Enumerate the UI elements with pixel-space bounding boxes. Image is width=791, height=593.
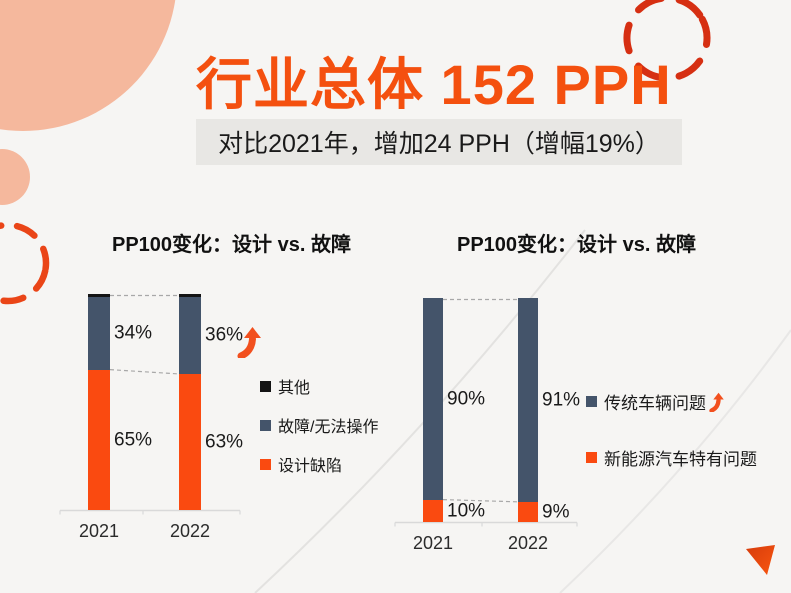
category-label: 2021 [78,521,120,541]
corner-triangle-decoration [746,545,775,575]
page-subtitle: 对比2021年，增加24 PPH（增幅19%） [196,119,682,165]
segment-label: 91% [542,389,581,411]
segment-label: 9% [542,501,570,523]
up-arrow-icon [709,392,724,412]
chart-right-plot: 90% 10% 2021 91% 9% 2022 [394,298,581,553]
segment-label: 36% [205,324,244,346]
bar-segment [88,296,110,370]
bar-segment [179,296,201,375]
page-title: 行业总体 152 PPH [196,53,672,116]
legend-item-traditional: 传统车辆问题 [586,389,757,414]
legend-swatch-other [260,380,271,392]
legend-swatch-traditional [586,396,597,407]
segment-label: 10% [447,500,486,522]
legend-swatch-nev [586,452,597,463]
chart-left-plot: 34% 65% 2021 36% 63% 2022 [59,294,243,541]
dashed-circle-decoration-left [0,221,50,305]
segment-label: 63% [205,431,244,453]
category-label: 2022 [169,521,211,541]
plot-lines [59,294,241,515]
chart-right-title: PP100变化：设计 vs. 故障 [457,234,696,256]
legend-label: 其他 [278,380,311,397]
bar-segment [179,294,201,297]
legend-label: 传统车辆问题 [604,394,706,413]
peach-circle-decoration-large [0,0,177,131]
legend-item-nev: 新能源汽车特有问题 [586,445,757,470]
bar-segment [423,298,443,500]
legend-item-design: 设计缺陷 [260,452,378,476]
legend-label: 新能源汽车特有问题 [604,450,757,469]
peach-circle-decoration-small [0,149,30,205]
chart-left-title: PP100变化：设计 vs. 故障 [112,234,351,256]
category-label: 2021 [412,533,454,553]
legend-label: 设计缺陷 [278,458,343,475]
segment-label: 65% [114,429,153,451]
legend-swatch-design [260,458,271,470]
category-label: 2022 [507,533,549,553]
chart-left-legend: 其他 故障/无法操作 设计缺陷 [260,374,378,491]
bar-segment [88,369,110,511]
legend-label: 故障/无法操作 [278,419,379,436]
legend-item-breakdown: 故障/无法操作 [260,413,378,437]
bar-segment [518,501,538,522]
legend-item-other: 其他 [260,374,378,398]
legend-swatch-breakdown [260,419,271,431]
bar-segment [423,499,443,522]
segment-label: 34% [114,322,153,344]
bar-segment [88,294,110,297]
chart-right-legend: 传统车辆问题 新能源汽车特有问题 [586,389,757,501]
plot-lines [394,298,578,527]
bar-segment [518,298,538,502]
segment-label: 90% [447,388,486,410]
up-arrow-icon [237,327,261,358]
bar-segment [179,374,201,511]
